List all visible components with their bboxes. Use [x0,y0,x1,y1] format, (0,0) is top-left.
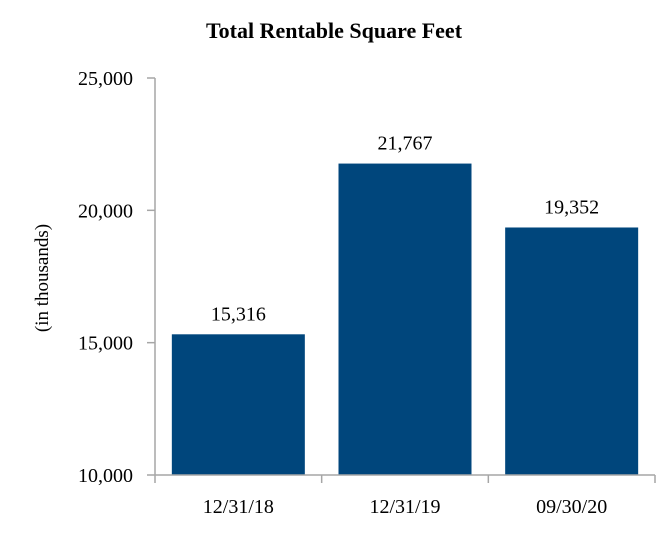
y-tick-label: 15,000 [78,333,133,355]
y-tick-label: 20,000 [78,200,133,222]
chart-title: Total Rentable Square Feet [205,18,463,43]
axes-layer [147,77,656,483]
bar-12/31/18 [171,334,305,475]
data-label: 19,352 [544,196,599,218]
data-label: 21,767 [378,133,433,155]
x-tick-label: 12/31/18 [203,496,274,518]
x-tick-label: 12/31/19 [369,496,440,518]
y-tick-label: 25,000 [78,68,133,90]
bars-layer [171,163,639,476]
bar-12/31/19 [338,163,472,476]
labels-layer: 15,316 12/31/18 21,767 12/31/19 19,352 09/30/… [78,68,607,518]
y-axis-title: (in thousands) [32,224,53,332]
bar-09/30/20 [505,227,639,475]
data-label: 15,316 [211,303,266,325]
y-tick-label: 10,000 [78,465,133,487]
x-tick-label: 09/30/20 [536,496,607,518]
